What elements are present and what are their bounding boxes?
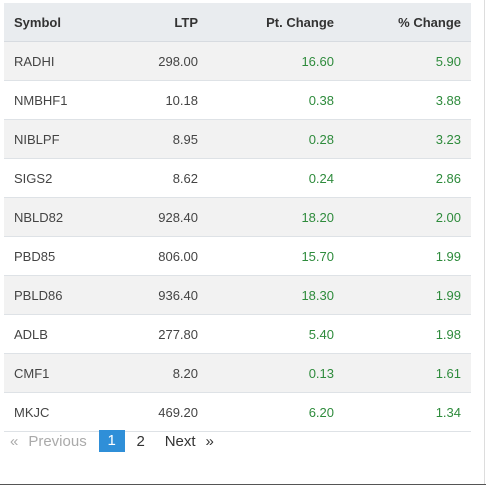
page-1-button[interactable]: 1 xyxy=(98,430,125,452)
previous-arrow-icon: « xyxy=(10,432,19,450)
cell-pct-change: 2.86 xyxy=(344,158,471,198)
cell-pct-change: 1.61 xyxy=(344,353,471,393)
cell-pt-change: 16.60 xyxy=(208,41,344,81)
cell-symbol[interactable]: NBLD82 xyxy=(4,197,114,237)
table-row: NMBHF1 10.18 0.38 3.88 xyxy=(4,80,471,120)
cell-symbol[interactable]: PBLD86 xyxy=(4,275,114,315)
cell-ltp: 936.40 xyxy=(114,275,208,315)
previous-page-button[interactable]: Previous xyxy=(28,432,87,450)
cell-ltp: 10.18 xyxy=(114,80,208,120)
cell-pct-change: 3.88 xyxy=(344,80,471,120)
cell-pt-change: 5.40 xyxy=(208,314,344,354)
cell-symbol[interactable]: PBD85 xyxy=(4,236,114,276)
table-row: PBD85 806.00 15.70 1.99 xyxy=(4,236,471,276)
right-divider xyxy=(484,0,485,484)
cell-ltp: 277.80 xyxy=(114,314,208,354)
table-body: RADHI 298.00 16.60 5.90 NMBHF1 10.18 0.3… xyxy=(4,41,471,432)
cell-pct-change: 1.98 xyxy=(344,314,471,354)
table-header-row: Symbol LTP Pt. Change % Change xyxy=(4,3,471,42)
header-pt-change[interactable]: Pt. Change xyxy=(208,3,344,42)
gainers-table: Symbol LTP Pt. Change % Change RADHI 298… xyxy=(4,3,471,432)
cell-pct-change: 3.23 xyxy=(344,119,471,159)
bottom-divider xyxy=(0,484,486,485)
cell-pt-change: 6.20 xyxy=(208,392,344,432)
table-row: ADLB 277.80 5.40 1.98 xyxy=(4,314,471,354)
cell-symbol[interactable]: NIBLPF xyxy=(4,119,114,159)
table-row: CMF1 8.20 0.13 1.61 xyxy=(4,353,471,393)
cell-ltp: 806.00 xyxy=(114,236,208,276)
cell-pct-change: 2.00 xyxy=(344,197,471,237)
cell-ltp: 469.20 xyxy=(114,392,208,432)
header-pct-change[interactable]: % Change xyxy=(344,3,471,42)
cell-ltp: 8.62 xyxy=(114,158,208,198)
table-row: NBLD82 928.40 18.20 2.00 xyxy=(4,197,471,237)
cell-symbol[interactable]: MKJC xyxy=(4,392,114,432)
table-row: NIBLPF 8.95 0.28 3.23 xyxy=(4,119,471,159)
table-row: PBLD86 936.40 18.30 1.99 xyxy=(4,275,471,315)
table-row: RADHI 298.00 16.60 5.90 xyxy=(4,41,471,81)
next-arrow-icon[interactable]: » xyxy=(205,432,214,450)
cell-pt-change: 0.24 xyxy=(208,158,344,198)
cell-ltp: 8.20 xyxy=(114,353,208,393)
cell-pt-change: 18.30 xyxy=(208,275,344,315)
cell-pct-change: 1.99 xyxy=(344,275,471,315)
cell-pct-change: 5.90 xyxy=(344,41,471,81)
cell-pt-change: 0.13 xyxy=(208,353,344,393)
table-row: SIGS2 8.62 0.24 2.86 xyxy=(4,158,471,198)
page-2-button[interactable]: 2 xyxy=(136,432,145,450)
cell-pt-change: 0.38 xyxy=(208,80,344,120)
cell-pct-change: 1.34 xyxy=(344,392,471,432)
pagination: « Previous 1 2 Next » xyxy=(10,430,214,452)
gainers-table-container: Symbol LTP Pt. Change % Change RADHI 298… xyxy=(4,3,471,432)
table-row: MKJC 469.20 6.20 1.34 xyxy=(4,392,471,432)
cell-symbol[interactable]: ADLB xyxy=(4,314,114,354)
cell-symbol[interactable]: SIGS2 xyxy=(4,158,114,198)
cell-pt-change: 0.28 xyxy=(208,119,344,159)
cell-symbol[interactable]: NMBHF1 xyxy=(4,80,114,120)
cell-pct-change: 1.99 xyxy=(344,236,471,276)
cell-ltp: 928.40 xyxy=(114,197,208,237)
cell-ltp: 8.95 xyxy=(114,119,208,159)
cell-pt-change: 18.20 xyxy=(208,197,344,237)
cell-symbol[interactable]: CMF1 xyxy=(4,353,114,393)
cell-ltp: 298.00 xyxy=(114,41,208,81)
next-page-button[interactable]: Next xyxy=(164,432,196,450)
header-symbol[interactable]: Symbol xyxy=(4,3,114,42)
cell-symbol[interactable]: RADHI xyxy=(4,41,114,81)
header-ltp[interactable]: LTP xyxy=(114,3,208,42)
cell-pt-change: 15.70 xyxy=(208,236,344,276)
